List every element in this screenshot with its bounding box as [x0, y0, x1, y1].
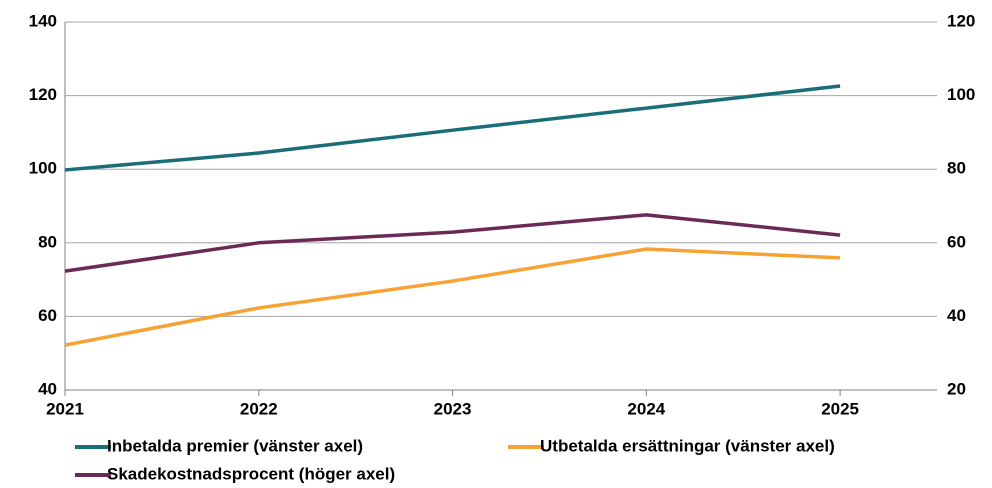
x-tick-label: 2023: [434, 399, 472, 418]
y-tick-label: 140: [29, 11, 57, 30]
y2-tick-label: 120: [947, 11, 975, 30]
y2-tick-label: 80: [947, 159, 966, 178]
x-tick-label: 2022: [240, 399, 278, 418]
line-series: [64, 247, 841, 347]
y-tick-label: 60: [38, 306, 57, 325]
y2-tick-label: 60: [947, 232, 966, 251]
legend-label: Skadekostnadsprocent (höger axel): [107, 464, 395, 483]
y-tick-label: 80: [38, 232, 57, 251]
y-tick-label: 100: [29, 159, 57, 178]
line-series: [64, 84, 841, 172]
x-tick-label: 2024: [627, 399, 665, 418]
y2-tick-label: 20: [947, 379, 966, 398]
y2-tick-label: 40: [947, 306, 966, 325]
x-tick-label: 2025: [821, 399, 859, 418]
y-tick-label: 120: [29, 85, 57, 104]
legend-label: Utbetalda ersättningar (vänster axel): [540, 436, 835, 455]
y2-tick-label: 100: [947, 85, 975, 104]
y-tick-label: 40: [38, 379, 57, 398]
line-series: [64, 213, 841, 273]
x-tick-label: 2021: [46, 399, 84, 418]
legend-label: Inbetalda premier (vänster axel): [107, 436, 363, 455]
